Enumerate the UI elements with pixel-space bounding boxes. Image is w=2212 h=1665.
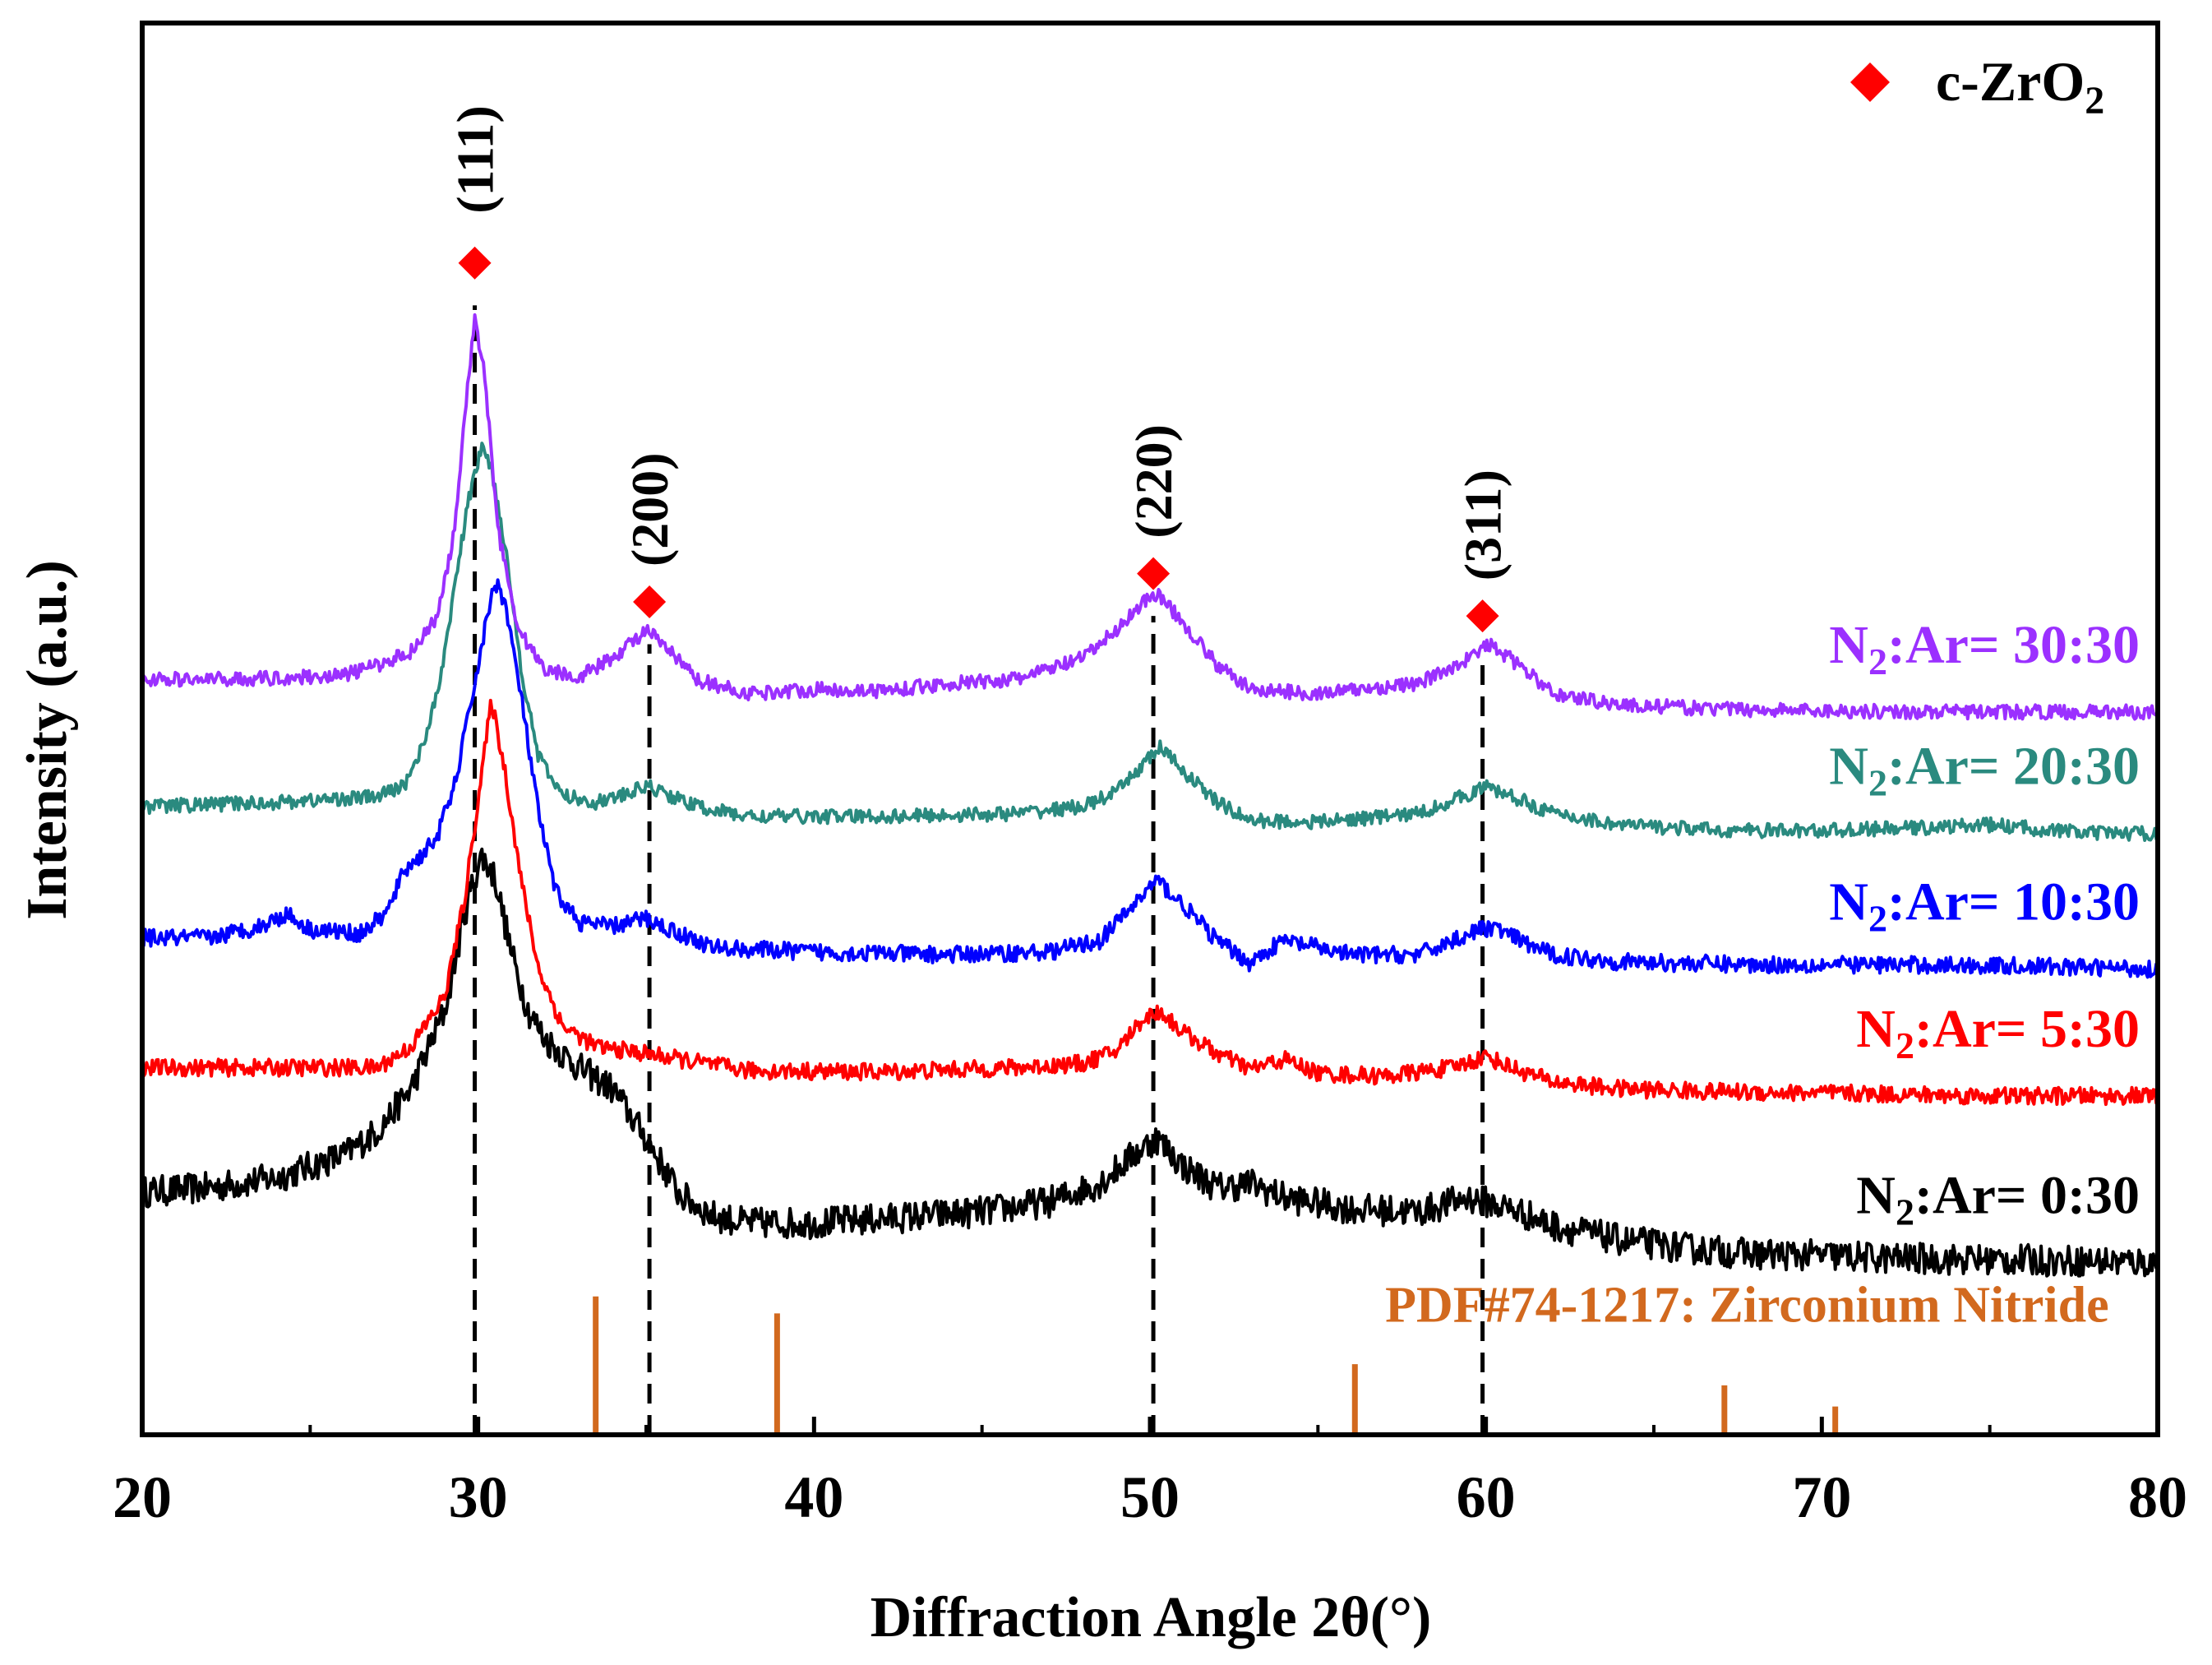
x-axis-label: Diffraction Angle 2θ(°) bbox=[870, 1586, 1432, 1649]
plot-frame bbox=[140, 21, 2160, 1437]
reference-label: PDF#74-1217: Zirconium Nitride bbox=[1385, 1278, 2109, 1334]
series-label: N2:Ar= 0:30 bbox=[1856, 1165, 2140, 1233]
series-line bbox=[141, 698, 2159, 1107]
peak-label: (111) bbox=[446, 105, 505, 214]
x-tick-label: 80 bbox=[2128, 1464, 2187, 1530]
y-axis-label: Intensity (a.u.) bbox=[16, 560, 79, 920]
peak-guide-lines bbox=[473, 305, 1485, 1435]
chart-text: Diffraction Angle 2θ(°) Intensity (a.u.) bbox=[16, 560, 1431, 1649]
series-label: N2:Ar= 20:30 bbox=[1829, 736, 2140, 803]
reference-lines: PDF#74-1217: Zirconium Nitride bbox=[593, 1278, 2109, 1435]
series-line bbox=[141, 578, 2159, 979]
axis-ticks: 20 30 40 50 60 70 80 bbox=[113, 1417, 2187, 1530]
peak-marker bbox=[1466, 599, 1499, 633]
legend-marker bbox=[1850, 62, 1890, 102]
peak-label: (311) bbox=[1454, 469, 1512, 580]
peak-label: (220) bbox=[1124, 424, 1183, 539]
peak-markers: (111) (200) (220) (311) bbox=[446, 105, 1512, 633]
x-tick-label: 20 bbox=[113, 1464, 172, 1530]
peak-marker bbox=[1137, 557, 1171, 590]
series-line bbox=[141, 847, 2159, 1278]
series-label: N2:Ar= 5:30 bbox=[1856, 999, 2140, 1066]
peak-marker bbox=[633, 585, 667, 618]
x-tick-label: 60 bbox=[1457, 1464, 1516, 1530]
x-tick-label: 50 bbox=[1120, 1464, 1180, 1530]
x-tick-label: 30 bbox=[449, 1464, 508, 1530]
series-label: N2:Ar= 10:30 bbox=[1829, 872, 2140, 939]
series-line bbox=[141, 313, 2159, 721]
series-lines: N2:Ar= 0:30 N2:Ar= 5:30 N2:Ar= 10:30 N2:Ar=… bbox=[141, 313, 2159, 1278]
series-label: N2:Ar= 30:30 bbox=[1829, 615, 2140, 682]
x-tick-label: 70 bbox=[1792, 1464, 1851, 1530]
peak-label: (200) bbox=[621, 452, 679, 567]
x-tick-label: 40 bbox=[784, 1464, 843, 1530]
peak-marker bbox=[458, 246, 492, 280]
legend-label: c-ZrO2 bbox=[1936, 50, 2104, 123]
legend: c-ZrO2 bbox=[1850, 50, 2104, 123]
series-line bbox=[141, 442, 2159, 842]
